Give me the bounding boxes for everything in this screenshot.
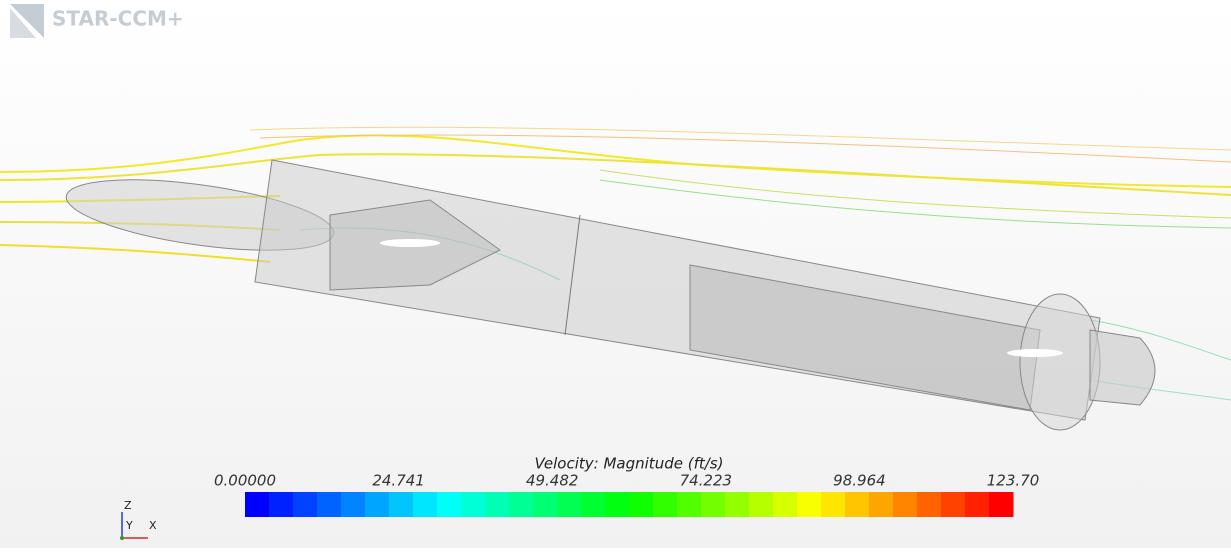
color-band — [653, 492, 678, 517]
color-band — [893, 492, 918, 517]
color-band — [701, 492, 726, 517]
colorbar-tick-label: 98.964 — [833, 472, 886, 490]
color-band — [341, 492, 366, 517]
color-band — [509, 492, 534, 517]
color-band — [461, 492, 486, 517]
color-band — [245, 492, 270, 517]
colorbar-tick-label: 49.482 — [526, 472, 579, 490]
color-band — [485, 492, 510, 517]
color-band — [845, 492, 870, 517]
viewport: STAR-CCM+ Velocity: Magnitude (ft/s) 0.0… — [0, 0, 1231, 548]
colorbar-tick-label: 123.70 — [987, 472, 1040, 490]
color-band — [293, 492, 318, 517]
color-band — [605, 492, 630, 517]
color-band — [317, 492, 342, 517]
color-band — [869, 492, 894, 517]
triad-label: X — [149, 519, 157, 532]
colorbar-title: Velocity: Magnitude (ft/s) — [535, 455, 724, 473]
colorbar-tick-label: 24.741 — [372, 472, 425, 490]
color-band — [917, 492, 942, 517]
color-band — [749, 492, 774, 517]
color-band — [413, 492, 438, 517]
colorbar-tick-label: 74.223 — [680, 472, 733, 490]
triad-label: Z — [124, 499, 132, 512]
color-band — [725, 492, 750, 517]
color-band — [533, 492, 558, 517]
color-band — [557, 492, 582, 517]
color-band — [365, 492, 390, 517]
logo-text: STAR-CCM+ — [52, 7, 184, 31]
colorbar-tick-label: 0.00000 — [214, 472, 276, 490]
color-band — [581, 492, 606, 517]
color-band — [989, 492, 1014, 517]
color-band — [797, 492, 822, 517]
color-band — [437, 492, 462, 517]
triad-label: Y — [125, 519, 133, 532]
color-band — [269, 492, 294, 517]
color-band — [965, 492, 990, 517]
color-band — [389, 492, 414, 517]
color-band — [629, 492, 654, 517]
color-band — [773, 492, 798, 517]
color-band — [821, 492, 846, 517]
color-band — [941, 492, 966, 517]
color-band — [677, 492, 702, 517]
